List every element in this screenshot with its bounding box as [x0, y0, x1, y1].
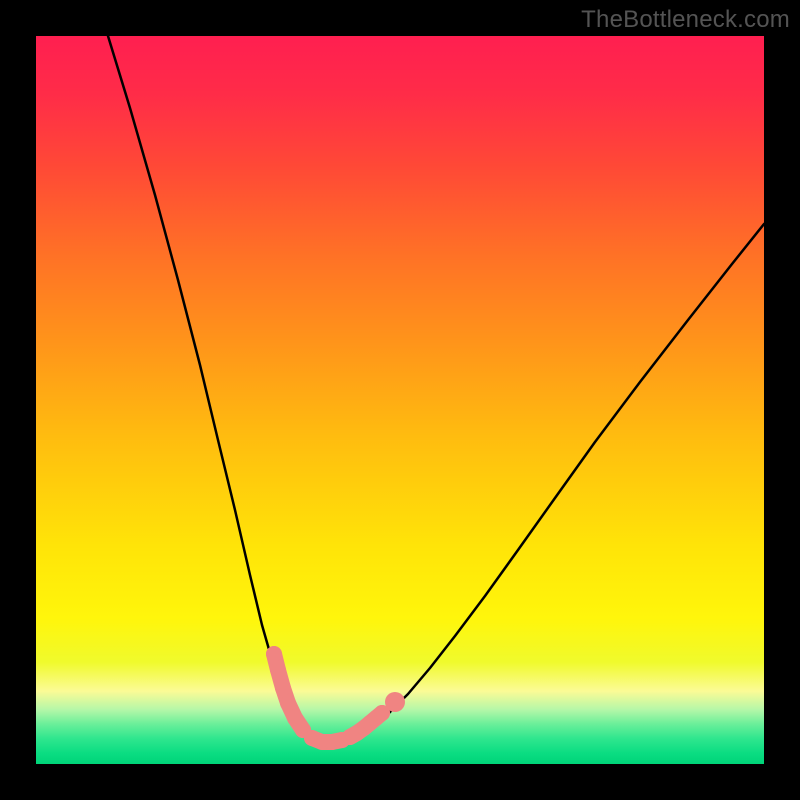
chart-container: TheBottleneck.com	[0, 0, 800, 800]
watermark-text: TheBottleneck.com	[581, 6, 790, 34]
chart-svg	[0, 0, 800, 800]
